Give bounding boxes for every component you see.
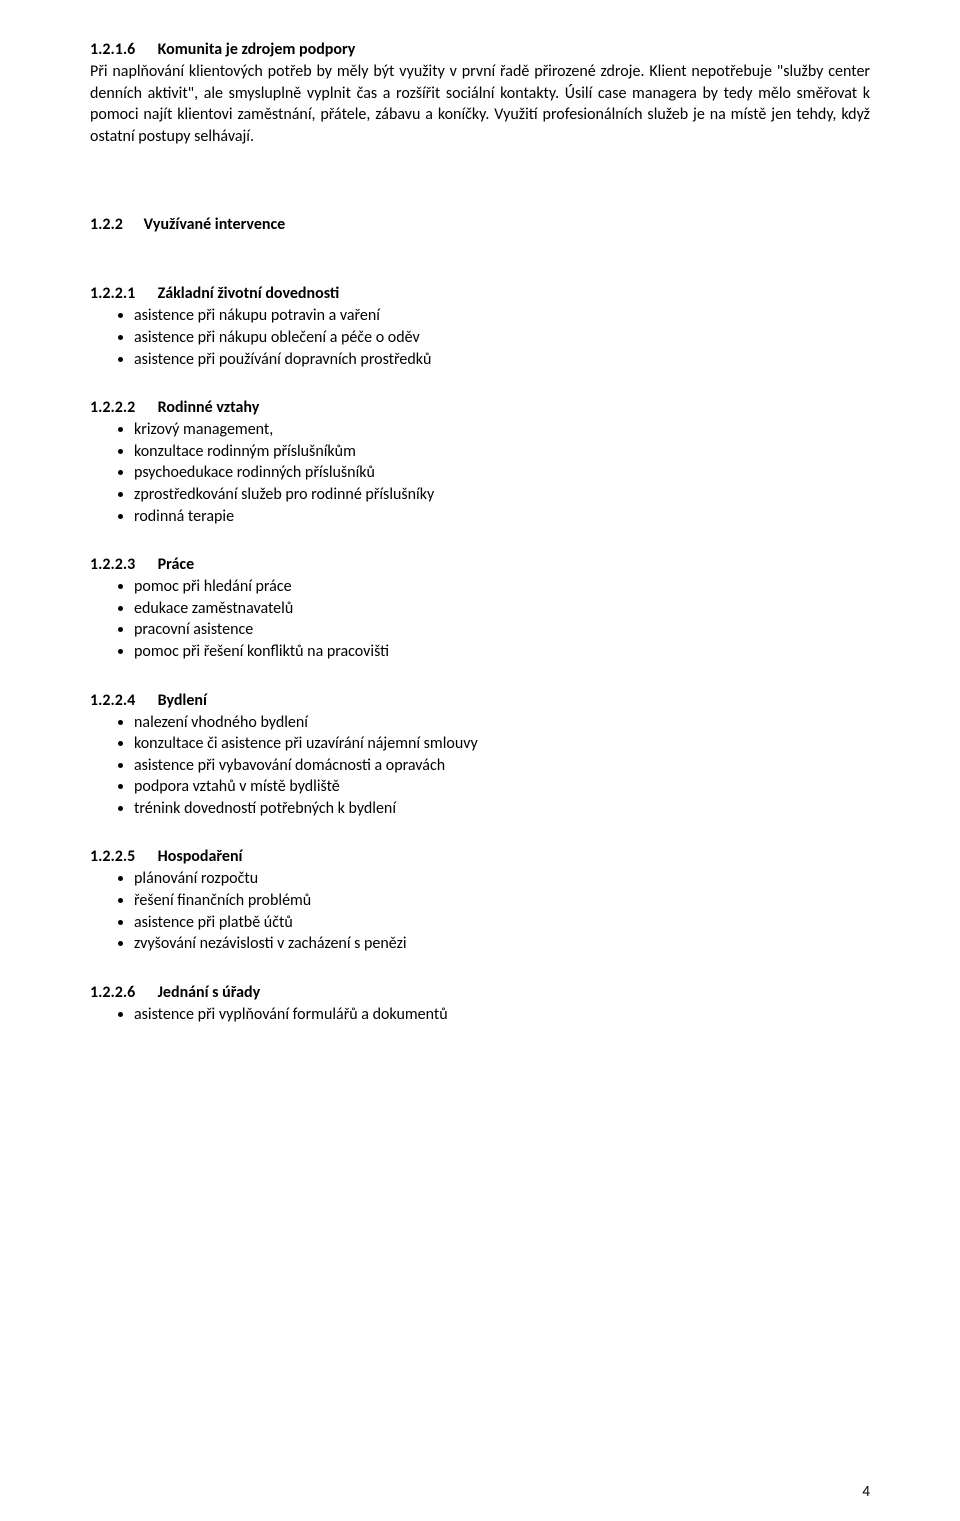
page-number: 4 (862, 1483, 870, 1501)
list-item: pomoc při hledání práce (134, 576, 870, 598)
heading-title: Základní životní dovednosti (158, 284, 340, 303)
bullet-list-1-2-2-2: krizový management, konzultace rodinným … (90, 419, 870, 527)
list-item: zvyšování nezávislosti v zacházení s pen… (134, 933, 870, 955)
heading-title: Práce (158, 555, 195, 574)
bullet-list-1-2-2-6: asistence při vyplňování formulářů a dok… (90, 1004, 870, 1026)
list-item: psychoedukace rodinných příslušníků (134, 462, 870, 484)
spacer (90, 167, 870, 215)
spacer (90, 819, 870, 847)
heading-title: Využívané intervence (144, 215, 286, 234)
list-item: zprostředkování služeb pro rodinné přísl… (134, 484, 870, 506)
spacer (90, 370, 870, 398)
list-item: pracovní asistence (134, 619, 870, 641)
list-item: řešení finančních problémů (134, 890, 870, 912)
list-item: plánování rozpočtu (134, 868, 870, 890)
heading-number: 1.2.2.4 (90, 691, 154, 710)
heading-number: 1.2.2.1 (90, 284, 154, 303)
heading-1-2-2-3: 1.2.2.3 Práce (90, 555, 870, 574)
heading-number: 1.2.2.6 (90, 983, 154, 1002)
list-item: edukace zaměstnavatelů (134, 598, 870, 620)
spacer (90, 955, 870, 983)
list-item: pomoc při řešení konfliktů na pracovišti (134, 641, 870, 663)
list-item: asistence při používání dopravních prost… (134, 349, 870, 371)
bullet-list-1-2-2-5: plánování rozpočtu řešení finančních pro… (90, 868, 870, 954)
heading-title: Hospodaření (158, 847, 243, 866)
list-item: rodinná terapie (134, 506, 870, 528)
list-item: nalezení vhodného bydlení (134, 712, 870, 734)
list-item: krizový management, (134, 419, 870, 441)
heading-number: 1.2.2.3 (90, 555, 154, 574)
list-item: trénink dovedností potřebných k bydlení (134, 798, 870, 820)
heading-title: Jednání s úřady (158, 983, 261, 1002)
list-item: podpora vztahů v místě bydliště (134, 776, 870, 798)
list-item: konzultace či asistence při uzavírání ná… (134, 733, 870, 755)
spacer (90, 236, 870, 284)
list-item: asistence při nákupu potravin a vaření (134, 305, 870, 327)
spacer (90, 527, 870, 555)
heading-1-2-2: 1.2.2 Využívané intervence (90, 215, 870, 234)
list-item: asistence při vybavování domácnosti a op… (134, 755, 870, 777)
heading-title: Komunita je zdrojem podpory (158, 40, 356, 59)
bullet-list-1-2-2-4: nalezení vhodného bydlení konzultace či … (90, 712, 870, 820)
heading-number: 1.2.1.6 (90, 40, 154, 59)
heading-1-2-1-6: 1.2.1.6 Komunita je zdrojem podpory (90, 40, 870, 59)
list-item: asistence při vyplňování formulářů a dok… (134, 1004, 870, 1026)
paragraph-1-2-1-6: Při naplňování klientových potřeb by měl… (90, 61, 870, 147)
heading-number: 1.2.2 (90, 215, 140, 234)
heading-1-2-2-2: 1.2.2.2 Rodinné vztahy (90, 398, 870, 417)
heading-1-2-2-5: 1.2.2.5 Hospodaření (90, 847, 870, 866)
spacer (90, 663, 870, 691)
heading-1-2-2-1: 1.2.2.1 Základní životní dovednosti (90, 284, 870, 303)
heading-1-2-2-4: 1.2.2.4 Bydlení (90, 691, 870, 710)
document-page: 1.2.1.6 Komunita je zdrojem podpory Při … (0, 0, 960, 1521)
heading-title: Bydlení (158, 691, 207, 710)
bullet-list-1-2-2-3: pomoc při hledání práce edukace zaměstna… (90, 576, 870, 662)
list-item: asistence při nákupu oblečení a péče o o… (134, 327, 870, 349)
heading-title: Rodinné vztahy (158, 398, 260, 417)
heading-number: 1.2.2.2 (90, 398, 154, 417)
heading-number: 1.2.2.5 (90, 847, 154, 866)
list-item: konzultace rodinným příslušníkům (134, 441, 870, 463)
list-item: asistence při platbě účtů (134, 912, 870, 934)
heading-1-2-2-6: 1.2.2.6 Jednání s úřady (90, 983, 870, 1002)
bullet-list-1-2-2-1: asistence při nákupu potravin a vaření a… (90, 305, 870, 370)
